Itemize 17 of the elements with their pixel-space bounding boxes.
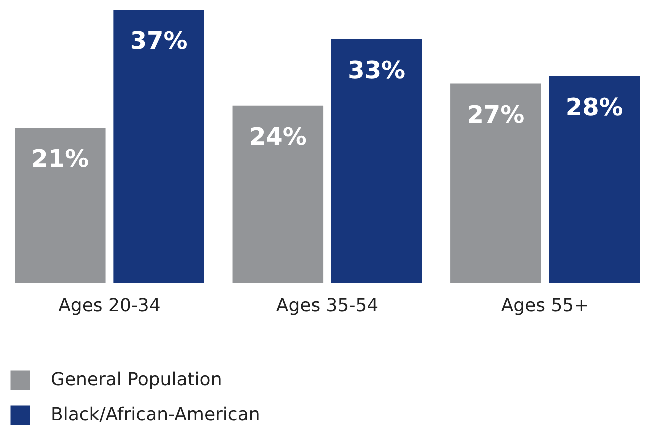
data-label: 37% <box>130 27 188 55</box>
data-label: 33% <box>348 56 406 85</box>
x-tick-label: Ages 55+ <box>501 296 590 316</box>
bar <box>232 106 324 283</box>
legend-label: Black/African-American <box>51 404 260 426</box>
bar <box>15 128 106 283</box>
data-label: 28% <box>566 93 624 122</box>
x-tick-label: Ages 20-34 <box>58 296 161 316</box>
bar <box>331 40 422 283</box>
x-tick-label: Ages 35-54 <box>276 296 379 316</box>
data-label: 21% <box>32 145 90 174</box>
bar <box>549 76 640 283</box>
data-label: 27% <box>467 100 525 129</box>
bar <box>450 84 542 283</box>
legend-label: General Population <box>51 370 222 390</box>
data-label: 24% <box>249 122 307 151</box>
bar <box>114 10 204 283</box>
